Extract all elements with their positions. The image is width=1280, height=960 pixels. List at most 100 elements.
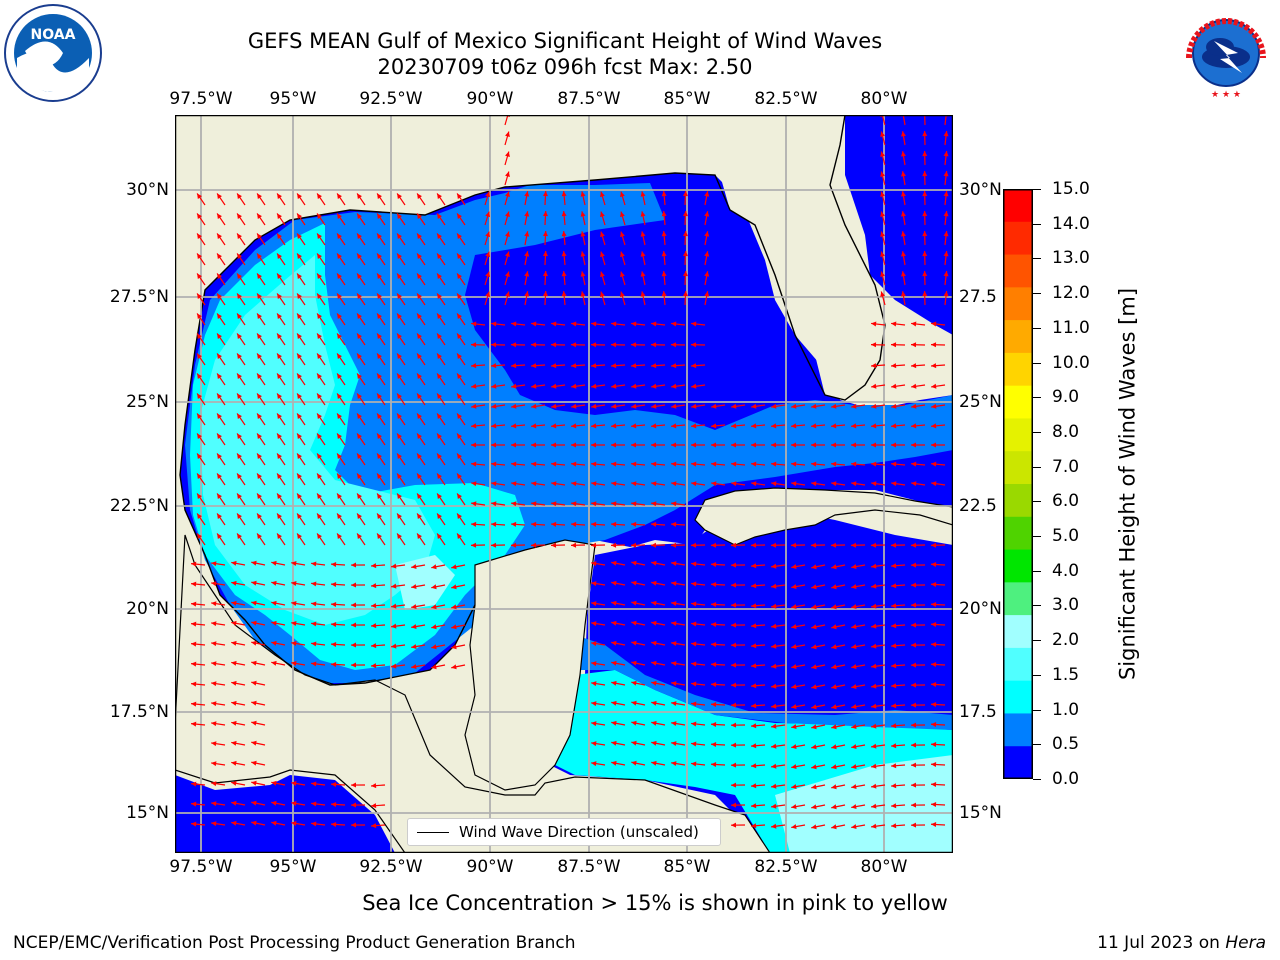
arrow-head — [337, 413, 342, 419]
arrow-head — [377, 333, 382, 339]
arrow-head — [542, 291, 548, 297]
arrow-head — [297, 493, 302, 499]
arrow-head — [591, 403, 597, 409]
arrow-head — [277, 453, 282, 459]
arrow-head — [524, 231, 530, 237]
arrow-head — [731, 762, 737, 768]
noaa-logo: NOAA — [4, 4, 102, 102]
arrow-head — [511, 403, 517, 409]
arrow-head — [771, 703, 777, 709]
central-america — [175, 534, 771, 853]
arrow-head — [397, 453, 402, 459]
arrow-head — [791, 604, 797, 610]
arrow-head — [571, 423, 577, 429]
arrow-head — [671, 741, 677, 747]
arrow-head — [511, 542, 517, 548]
arrow-head — [671, 681, 677, 687]
arrow-head — [661, 211, 667, 217]
arrow-head — [631, 481, 637, 487]
arrow-head — [561, 251, 567, 257]
florida-peninsula — [720, 175, 885, 400]
arrow-head — [337, 333, 342, 339]
arrow-head — [943, 171, 949, 177]
arrow-head — [231, 580, 237, 586]
arrow-head — [891, 363, 897, 369]
arrow-head — [251, 640, 257, 646]
arrow-head — [911, 782, 917, 788]
arrow-head — [317, 453, 322, 459]
colorbar-tick-mark — [1033, 709, 1041, 711]
arrow-head — [437, 453, 442, 459]
arrow-head — [811, 624, 817, 630]
arrow-head — [901, 131, 906, 137]
arrow-head — [631, 660, 637, 666]
arrow-head — [471, 342, 477, 348]
arrow-head — [731, 822, 737, 828]
arrow-head — [851, 824, 857, 830]
arrow-head — [611, 680, 617, 686]
arrow-head — [571, 342, 577, 348]
arrow-head — [871, 583, 877, 589]
arrow-head — [411, 564, 417, 569]
arrow-head — [485, 231, 491, 238]
arrow-head — [851, 584, 857, 590]
arrow-head — [377, 533, 382, 539]
arrow-head — [943, 211, 949, 217]
arrow-head — [771, 583, 777, 589]
arrow-head — [711, 442, 717, 448]
arrow-head — [277, 233, 282, 239]
arrow-head — [197, 493, 202, 499]
arrow-head — [337, 233, 342, 239]
arrow-head — [485, 291, 491, 298]
arrow-head — [277, 413, 282, 419]
arrow-head — [542, 191, 548, 197]
arrow-head — [531, 521, 537, 527]
colorbar-swatch — [1003, 615, 1033, 649]
arrow-head — [661, 291, 667, 297]
arrow-head — [791, 584, 797, 590]
arrow-head — [491, 383, 497, 389]
arrow-head — [257, 333, 262, 339]
arrow-head — [291, 661, 297, 666]
arrow-head — [485, 251, 491, 258]
arrow-head — [251, 680, 257, 686]
arrow-head — [771, 542, 777, 548]
arrow-head — [197, 513, 202, 519]
arrow-head — [811, 442, 817, 448]
arrow-head — [751, 423, 757, 429]
arrow-head — [491, 481, 497, 487]
arrow-head — [297, 453, 302, 459]
arrow-head — [357, 453, 362, 459]
arrow-head — [731, 481, 737, 487]
arrow-head — [271, 560, 277, 566]
arrow-head — [691, 621, 697, 627]
arrow-head — [943, 231, 949, 237]
arrow-head — [317, 273, 322, 279]
arrow-head — [311, 601, 317, 607]
arrow-head — [437, 213, 442, 219]
arrow-head — [831, 704, 837, 710]
arrow-head — [197, 293, 202, 299]
arrow-head — [671, 461, 677, 467]
arrow-head — [437, 433, 442, 439]
noaa-logo-text: NOAA — [31, 27, 76, 43]
arrow-head — [751, 823, 757, 829]
arrow-head — [871, 643, 877, 649]
colorbar-tick-mark — [1033, 189, 1041, 190]
arrow-head — [651, 342, 657, 348]
arrow-head — [237, 293, 242, 299]
arrow-head — [671, 621, 677, 627]
arrow-head — [631, 542, 637, 548]
arrow-head — [377, 193, 382, 199]
arrow-head — [671, 542, 677, 548]
arrow-head — [811, 423, 817, 429]
arrow-head — [357, 233, 362, 239]
arrow-head — [771, 663, 777, 669]
arrow-head — [931, 822, 937, 828]
arrow-head — [611, 600, 617, 606]
arrow-head — [751, 623, 757, 629]
arrow-head — [377, 233, 382, 239]
arrow-head — [711, 423, 717, 429]
arrow-head — [922, 171, 928, 177]
arrow-head — [211, 641, 217, 647]
